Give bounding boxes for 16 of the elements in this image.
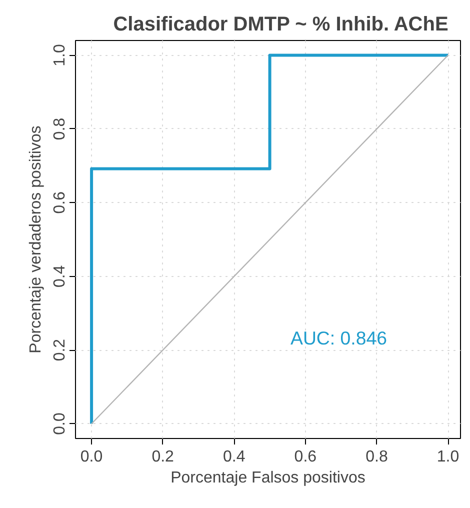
x-axis-title: Porcentaje Falsos positivos <box>170 470 366 486</box>
y-tick-label: 0.8 <box>52 118 68 140</box>
y-tick-label: 0.2 <box>52 338 68 362</box>
annotation: AUC: 0.846 <box>290 328 387 348</box>
y-tick-label: 0.4 <box>52 265 68 288</box>
x-tick-label: 0.8 <box>366 448 388 466</box>
x-tick-label: 0.2 <box>152 448 174 466</box>
chart-title: Clasificador DMTP ~ % Inhib. AChE <box>113 14 448 36</box>
x-tick-label: 1.0 <box>436 448 460 466</box>
y-tick-label: 0.0 <box>52 412 68 435</box>
x-tick-label: 0.6 <box>294 448 317 466</box>
y-tick-label: 1.0 <box>52 44 68 66</box>
y-tick-label: 0.6 <box>52 191 68 214</box>
x-tick-label: 0.0 <box>80 448 103 466</box>
x-tick-label: 0.4 <box>223 448 246 466</box>
y-axis-title: Porcentaje verdaderos positivos <box>28 126 44 354</box>
